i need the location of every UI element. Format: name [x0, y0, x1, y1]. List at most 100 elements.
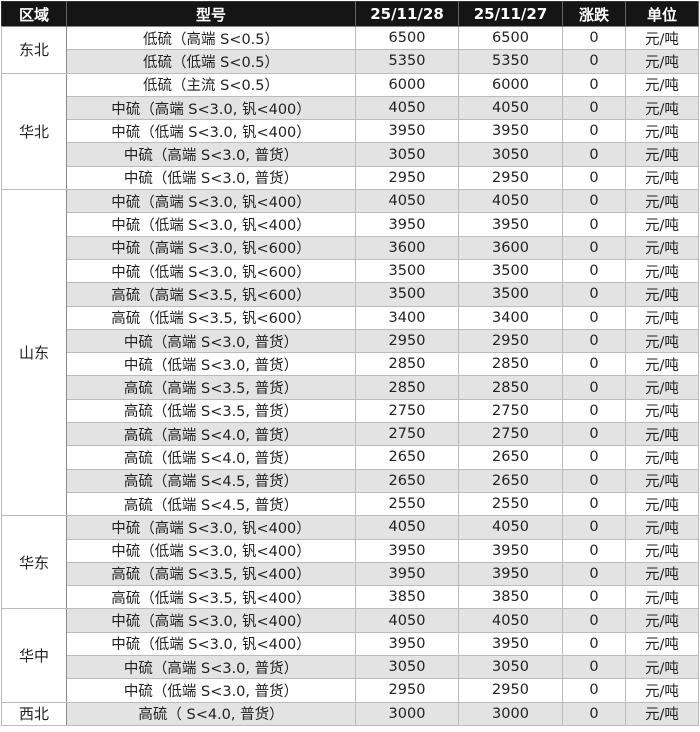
price-current-cell: 3950 [355, 119, 459, 144]
price-current-cell: 4050 [355, 189, 459, 214]
region-cell: 华中 [1, 608, 67, 703]
table-row: 高硫（低端 S<4.5, 普货） 2550 2550 0 元/吨 [2, 491, 699, 517]
table-row: 中硫（高端 S<3.0, 普货） 2950 2950 0 元/吨 [2, 328, 699, 354]
price-previous-cell: 3950 [458, 538, 563, 563]
price-current-cell: 4050 [355, 515, 459, 540]
table-row: 高硫（高端 S<3.5, 普货） 2850 2850 0 元/吨 [2, 375, 699, 400]
region-cell: 西北 [1, 701, 67, 726]
table-row: 东北 低硫（高端 S<0.5） 6500 6500 0 元/吨 [1, 25, 699, 74]
change-cell: 0 [562, 515, 626, 540]
change-cell: 0 [562, 631, 626, 657]
table-row: 高硫（高端 S<3.5, 钒<600） 3500 3500 0 元/吨 [2, 282, 699, 307]
price-previous-cell: 3950 [458, 119, 563, 144]
unit-cell: 元/吨 [625, 25, 699, 51]
change-cell: 0 [562, 398, 626, 424]
table-row: 低硫（低端 S<0.5） 5350 5350 0 元/吨 [2, 49, 699, 74]
grade-cell: 中硫（高端 S<3.0, 普货） [66, 142, 356, 167]
unit-cell: 元/吨 [625, 72, 699, 97]
table-row: 中硫（低端 S<3.0, 钒<400） 3950 3950 0 元/吨 [2, 538, 699, 563]
region-cell: 华东 [1, 515, 67, 610]
grade-cell: 中硫（高端 S<3.0, 普货） [66, 328, 356, 354]
grade-cell: 高硫（低端 S<3.5, 钒<600） [66, 305, 356, 330]
table-row: 中硫（低端 S<3.0, 钒<600） 3500 3500 0 元/吨 [2, 258, 699, 284]
grade-cell: 中硫（高端 S<3.0, 钒<400） [66, 95, 356, 121]
grade-cell: 高硫（高端 S<3.5, 普货） [66, 375, 356, 400]
price-previous-cell: 2750 [458, 398, 563, 424]
grade-cell: 高硫（低端 S<3.5, 普货） [66, 398, 356, 424]
price-current-cell: 2950 [355, 678, 459, 703]
price-current-cell: 2950 [355, 328, 459, 354]
table-row: 华北 低硫（主流 S<0.5） 6000 6000 0 元/吨 [1, 72, 699, 191]
change-cell: 0 [562, 212, 626, 237]
table-row: 华中 中硫（高端 S<3.0, 钒<400） 4050 4050 0 元/吨 [1, 608, 699, 703]
change-cell: 0 [562, 422, 626, 447]
change-cell: 0 [562, 608, 626, 633]
price-current-cell: 3000 [355, 701, 459, 726]
price-previous-cell: 3600 [458, 235, 563, 260]
change-cell: 0 [562, 235, 626, 260]
unit-cell: 元/吨 [625, 445, 699, 470]
grade-cell: 中硫（低端 S<3.0, 钒<400） [66, 119, 356, 144]
price-previous-cell: 3850 [458, 585, 563, 610]
unit-cell: 元/吨 [625, 212, 699, 237]
grade-cell: 中硫（高端 S<3.0, 普货） [66, 655, 356, 680]
grade-cell: 低硫（主流 S<0.5） [66, 72, 356, 97]
table-row: 高硫（高端 S<3.5, 钒<400） 3950 3950 0 元/吨 [2, 561, 699, 587]
price-previous-cell: 2950 [458, 328, 563, 354]
table-row: 高硫（低端 S<3.5, 钒<400） 3850 3850 0 元/吨 [2, 585, 699, 610]
column-header: 单位 [625, 1, 699, 27]
price-current-cell: 3850 [355, 585, 459, 610]
table-row: 山东 中硫（高端 S<3.0, 钒<400） 4050 4050 0 元/吨 [1, 189, 699, 517]
grade-cell: 中硫（低端 S<3.0, 普货） [66, 352, 356, 377]
change-cell: 0 [562, 538, 626, 563]
unit-cell: 元/吨 [625, 655, 699, 680]
price-previous-cell: 2650 [458, 445, 563, 470]
change-cell: 0 [562, 701, 626, 726]
price-previous-cell: 6000 [458, 72, 563, 97]
grade-cell: 高硫（低端 S<4.5, 普货） [66, 491, 356, 517]
column-header: 涨跌 [562, 1, 626, 27]
table-row: 中硫（低端 S<3.0, 钒<400） 3950 3950 0 元/吨 [2, 631, 699, 657]
change-cell: 0 [562, 375, 626, 400]
unit-cell: 元/吨 [625, 561, 699, 587]
region-cell: 东北 [1, 26, 67, 74]
table-row: 高硫（低端 S<3.5, 普货） 2750 2750 0 元/吨 [2, 398, 699, 424]
grade-cell: 高硫（低端 S<4.0, 普货） [66, 445, 356, 470]
price-previous-cell: 2950 [458, 165, 563, 191]
price-current-cell: 4050 [355, 95, 459, 121]
price-current-cell: 3950 [355, 212, 459, 237]
table-row: 中硫（高端 S<3.0, 钒<400） 4050 4050 0 元/吨 [2, 95, 699, 121]
change-cell: 0 [562, 305, 626, 330]
grade-cell: 中硫（低端 S<3.0, 钒<400） [66, 212, 356, 237]
change-cell: 0 [562, 678, 626, 703]
unit-cell: 元/吨 [625, 701, 699, 726]
price-current-cell: 3500 [355, 258, 459, 284]
price-previous-cell: 2550 [458, 491, 563, 517]
table-row: 高硫（高端 S<4.5, 普货） 2650 2650 0 元/吨 [2, 468, 699, 493]
grade-cell: 高硫（高端 S<3.5, 钒<400） [66, 561, 356, 587]
price-current-cell: 2650 [355, 445, 459, 470]
region-cell: 华北 [1, 72, 67, 191]
price-previous-cell: 3050 [458, 655, 563, 680]
grade-cell: 低硫（低端 S<0.5） [66, 49, 356, 74]
unit-cell: 元/吨 [625, 235, 699, 260]
price-current-cell: 3050 [355, 655, 459, 680]
price-current-cell: 3950 [355, 561, 459, 587]
change-cell: 0 [562, 49, 626, 74]
price-previous-cell: 4050 [458, 189, 563, 214]
unit-cell: 元/吨 [625, 608, 699, 633]
change-cell: 0 [562, 655, 626, 680]
price-previous-cell: 4050 [458, 515, 563, 540]
unit-cell: 元/吨 [625, 491, 699, 517]
unit-cell: 元/吨 [625, 165, 699, 191]
price-current-cell: 5350 [355, 49, 459, 74]
column-header: 25/11/27 [458, 1, 563, 27]
grade-cell: 中硫（低端 S<3.0, 普货） [66, 165, 356, 191]
unit-cell: 元/吨 [625, 468, 699, 493]
unit-cell: 元/吨 [625, 328, 699, 354]
price-previous-cell: 4050 [458, 95, 563, 121]
table-row: 中硫（低端 S<3.0, 普货） 2850 2850 0 元/吨 [2, 352, 699, 377]
grade-cell: 高硫（高端 S<3.5, 钒<600） [66, 282, 356, 307]
unit-cell: 元/吨 [625, 305, 699, 330]
unit-cell: 元/吨 [625, 398, 699, 424]
